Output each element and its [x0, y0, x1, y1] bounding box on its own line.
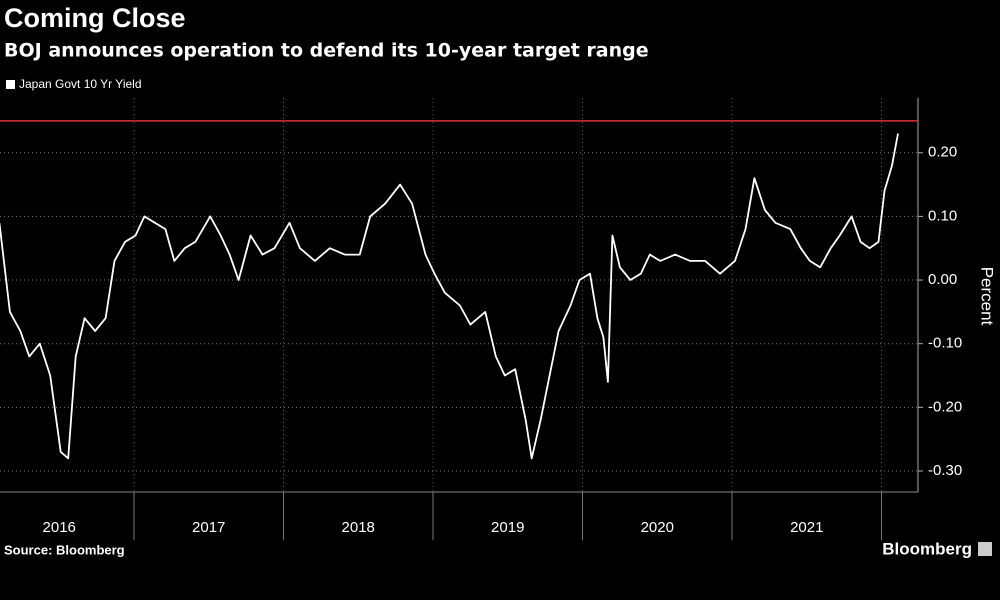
x-tick-label: 2017 — [192, 519, 225, 536]
legend-label: Japan Govt 10 Yr Yield — [19, 77, 142, 91]
brand: Bloomberg — [882, 539, 972, 558]
x-tick-label: 2020 — [641, 519, 674, 536]
chart-subtitle: BOJ announces operation to defend its 10… — [4, 40, 649, 62]
line-series — [0, 133, 899, 460]
y-tick-label: 0.20 — [928, 144, 957, 161]
y-axis-label: Percent — [978, 267, 997, 326]
y-tick-label: -0.10 — [928, 335, 962, 352]
x-tick-label: 2016 — [43, 519, 76, 536]
y-tick-label: -0.30 — [928, 462, 962, 479]
y-tick-label: 0.00 — [928, 271, 957, 288]
legend-swatch — [6, 80, 15, 89]
chart-title: Coming Close — [4, 3, 186, 33]
y-tick-label: 0.10 — [928, 207, 957, 224]
y-tick-label: -0.20 — [928, 398, 962, 415]
source: Source: Bloomberg — [4, 542, 125, 557]
x-tick-label: 2019 — [491, 519, 524, 536]
x-tick-label: 2021 — [790, 519, 823, 536]
brand-icon — [978, 542, 992, 556]
x-tick-label: 2018 — [342, 519, 375, 536]
